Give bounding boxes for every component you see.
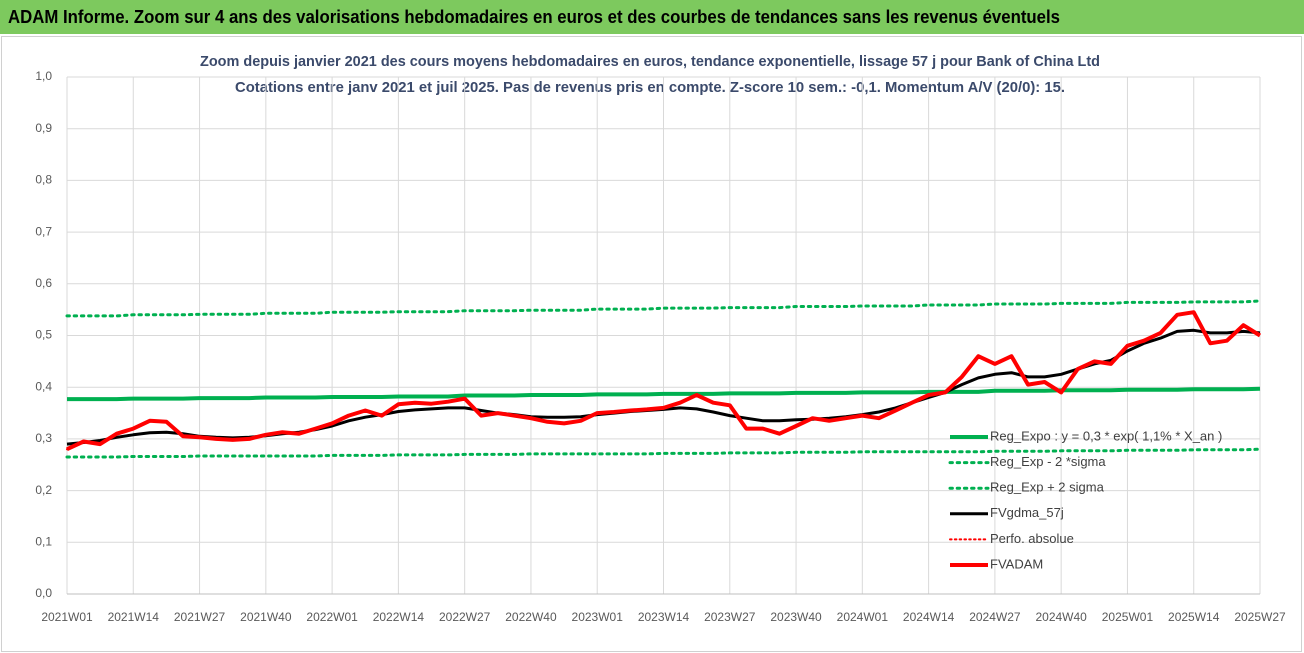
y-tick-label: 0,9 <box>35 121 52 135</box>
y-tick-label: 0,2 <box>35 483 52 497</box>
series-line <box>65 299 1262 318</box>
y-tick-label: 0,4 <box>35 379 52 393</box>
y-tick-label: 0,8 <box>35 173 52 187</box>
legend-label: FVADAM <box>990 556 1043 571</box>
y-tick-label: 0,1 <box>35 534 52 548</box>
y-tick-label: 0,0 <box>35 586 52 600</box>
legend-label: Reg_Exp + 2 sigma <box>990 480 1105 495</box>
x-tick-label: 2021W40 <box>240 610 292 624</box>
y-tick-label: 1,0 <box>35 69 52 83</box>
y-tick-label: 0,5 <box>35 328 52 342</box>
x-tick-label: 2021W27 <box>174 610 226 624</box>
x-tick-label: 2022W27 <box>439 610 491 624</box>
legend-label: Reg_Expo : y = 0,3 * exp( 1,1% * X_an ) <box>990 428 1222 443</box>
series-line <box>66 310 1262 452</box>
x-tick-label: 2021W01 <box>41 610 93 624</box>
x-tick-label: 2025W01 <box>1102 610 1154 624</box>
header-title: ADAM Informe. Zoom sur 4 ans des valoris… <box>8 7 1060 27</box>
x-tick-label: 2025W14 <box>1168 610 1220 624</box>
x-tick-label: 2023W14 <box>638 610 690 624</box>
legend-label: FVgdma_57j <box>990 505 1064 520</box>
y-tick-label: 0,6 <box>35 276 52 290</box>
x-tick-label: 2025W27 <box>1234 610 1286 624</box>
x-tick-label: 2024W27 <box>969 610 1021 624</box>
chart-title: Zoom depuis janvier 2021 des cours moyen… <box>200 53 1100 70</box>
x-tick-label: 2024W01 <box>837 610 889 624</box>
x-tick-label: 2022W40 <box>505 610 557 624</box>
series-line <box>65 447 1262 459</box>
chart-frame <box>1 36 1302 652</box>
x-tick-label: 2024W14 <box>903 610 955 624</box>
x-tick-label: 2023W27 <box>704 610 756 624</box>
header-bar <box>0 0 1304 34</box>
y-tick-label: 0,7 <box>35 224 52 238</box>
x-tick-label: 2023W40 <box>770 610 822 624</box>
x-tick-label: 2022W01 <box>306 610 358 624</box>
x-tick-label: 2022W14 <box>373 610 425 624</box>
x-tick-label: 2024W40 <box>1035 610 1087 624</box>
y-tick-label: 0,3 <box>35 431 52 445</box>
x-tick-label: 2021W14 <box>108 610 160 624</box>
legend-label: Perfo. absolue <box>990 531 1074 546</box>
x-tick-label: 2023W01 <box>572 610 624 624</box>
chart-subtitle: Cotations entre janv 2021 et juil 2025. … <box>235 79 1065 96</box>
legend-label: Reg_Exp - 2 *sigma <box>990 454 1106 469</box>
